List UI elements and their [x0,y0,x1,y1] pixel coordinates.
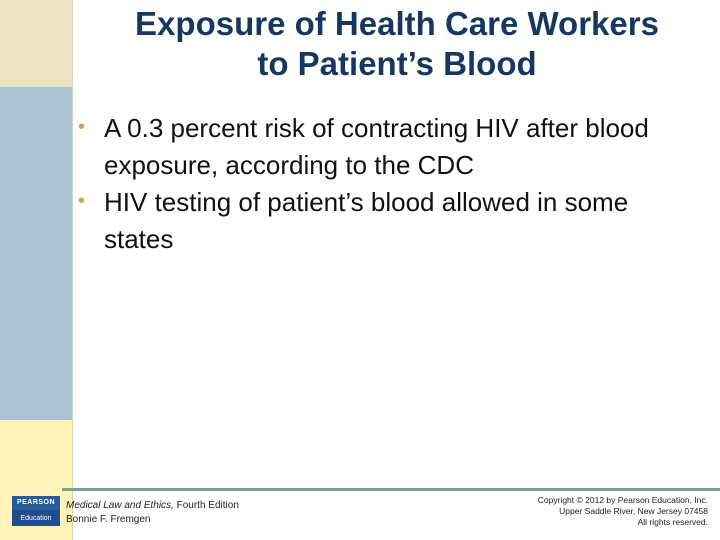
footer-rule [62,488,720,491]
title-line-2: to Patient’s Blood [257,45,537,82]
copyright-line-3: All rights reserved. [637,517,708,527]
pearson-logo: PEARSON Education [12,496,60,526]
footer-copyright: Copyright © 2012 by Pearson Education, I… [448,495,708,528]
bullet-item: • A 0.3 percent risk of contracting HIV … [78,110,704,184]
footer-book-info: Medical Law and Ethics, Fourth Edition B… [66,499,239,527]
book-edition: Fourth Edition [173,500,239,511]
logo-bottom-text: Education [20,515,52,522]
left-sidebar-decoration [0,0,72,540]
bullet-dot-icon: • [78,190,86,212]
copyright-line-1: Copyright © 2012 by Pearson Education, I… [537,495,708,505]
sidebar-divider [72,0,73,540]
bullet-dot-icon: • [78,116,86,138]
copyright-line-2: Upper Saddle River, New Jersey 07458 [559,506,708,516]
sidebar-tan-block [0,0,72,87]
bullet-text: HIV testing of patient’s blood allowed i… [104,187,629,254]
book-author: Bonnie F. Fremgen [66,514,151,525]
sidebar-blue-block [0,87,72,420]
logo-top-text: PEARSON [12,496,60,510]
slide-title: Exposure of Health Care Workers to Patie… [74,4,720,84]
bullet-text: A 0.3 percent risk of contracting HIV af… [104,113,649,180]
bullet-item: • HIV testing of patient’s blood allowed… [78,184,704,258]
book-title: Medical Law and Ethics, [66,500,174,511]
title-line-1: Exposure of Health Care Workers [135,5,659,42]
bullet-list: • A 0.3 percent risk of contracting HIV … [78,110,704,258]
